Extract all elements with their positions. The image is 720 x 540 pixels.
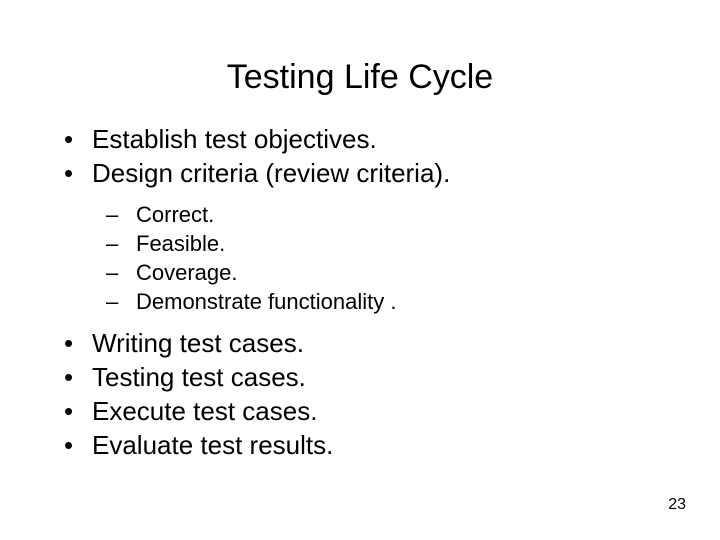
bullet-icon: • <box>58 327 92 359</box>
bullet-text: Evaluate test results. <box>92 429 680 461</box>
sub-bullet-block: – Correct. – Feasible. – Coverage. – Dem… <box>58 191 680 327</box>
bullet-text: Execute test cases. <box>92 395 680 427</box>
bullet-item: • Execute test cases. <box>58 395 680 427</box>
bullet-item: • Evaluate test results. <box>58 429 680 461</box>
bullet-icon: • <box>58 157 92 189</box>
dash-icon: – <box>106 230 136 257</box>
page-number: 23 <box>668 496 686 514</box>
slide: Testing Life Cycle • Establish test obje… <box>0 0 720 540</box>
bullet-item: • Design criteria (review criteria). <box>58 157 680 189</box>
bullet-text: Establish test objectives. <box>92 123 680 155</box>
sub-bullet-item: – Demonstrate functionality . <box>58 288 680 315</box>
dash-icon: – <box>106 288 136 315</box>
dash-icon: – <box>106 259 136 286</box>
slide-title: Testing Life Cycle <box>0 0 720 123</box>
sub-bullet-text: Demonstrate functionality . <box>136 288 680 315</box>
bullet-item: • Testing test cases. <box>58 361 680 393</box>
bullet-icon: • <box>58 123 92 155</box>
bullet-item: • Writing test cases. <box>58 327 680 359</box>
sub-bullet-item: – Feasible. <box>58 230 680 257</box>
slide-body: • Establish test objectives. • Design cr… <box>0 123 720 461</box>
sub-bullet-text: Coverage. <box>136 259 680 286</box>
sub-bullet-item: – Coverage. <box>58 259 680 286</box>
bullet-item: • Establish test objectives. <box>58 123 680 155</box>
bullet-icon: • <box>58 429 92 461</box>
bullet-text: Testing test cases. <box>92 361 680 393</box>
sub-bullet-item: – Correct. <box>58 201 680 228</box>
bullet-text: Design criteria (review criteria). <box>92 157 680 189</box>
bullet-icon: • <box>58 361 92 393</box>
bullet-icon: • <box>58 395 92 427</box>
sub-bullet-text: Correct. <box>136 201 680 228</box>
sub-bullet-text: Feasible. <box>136 230 680 257</box>
dash-icon: – <box>106 201 136 228</box>
bullet-text: Writing test cases. <box>92 327 680 359</box>
